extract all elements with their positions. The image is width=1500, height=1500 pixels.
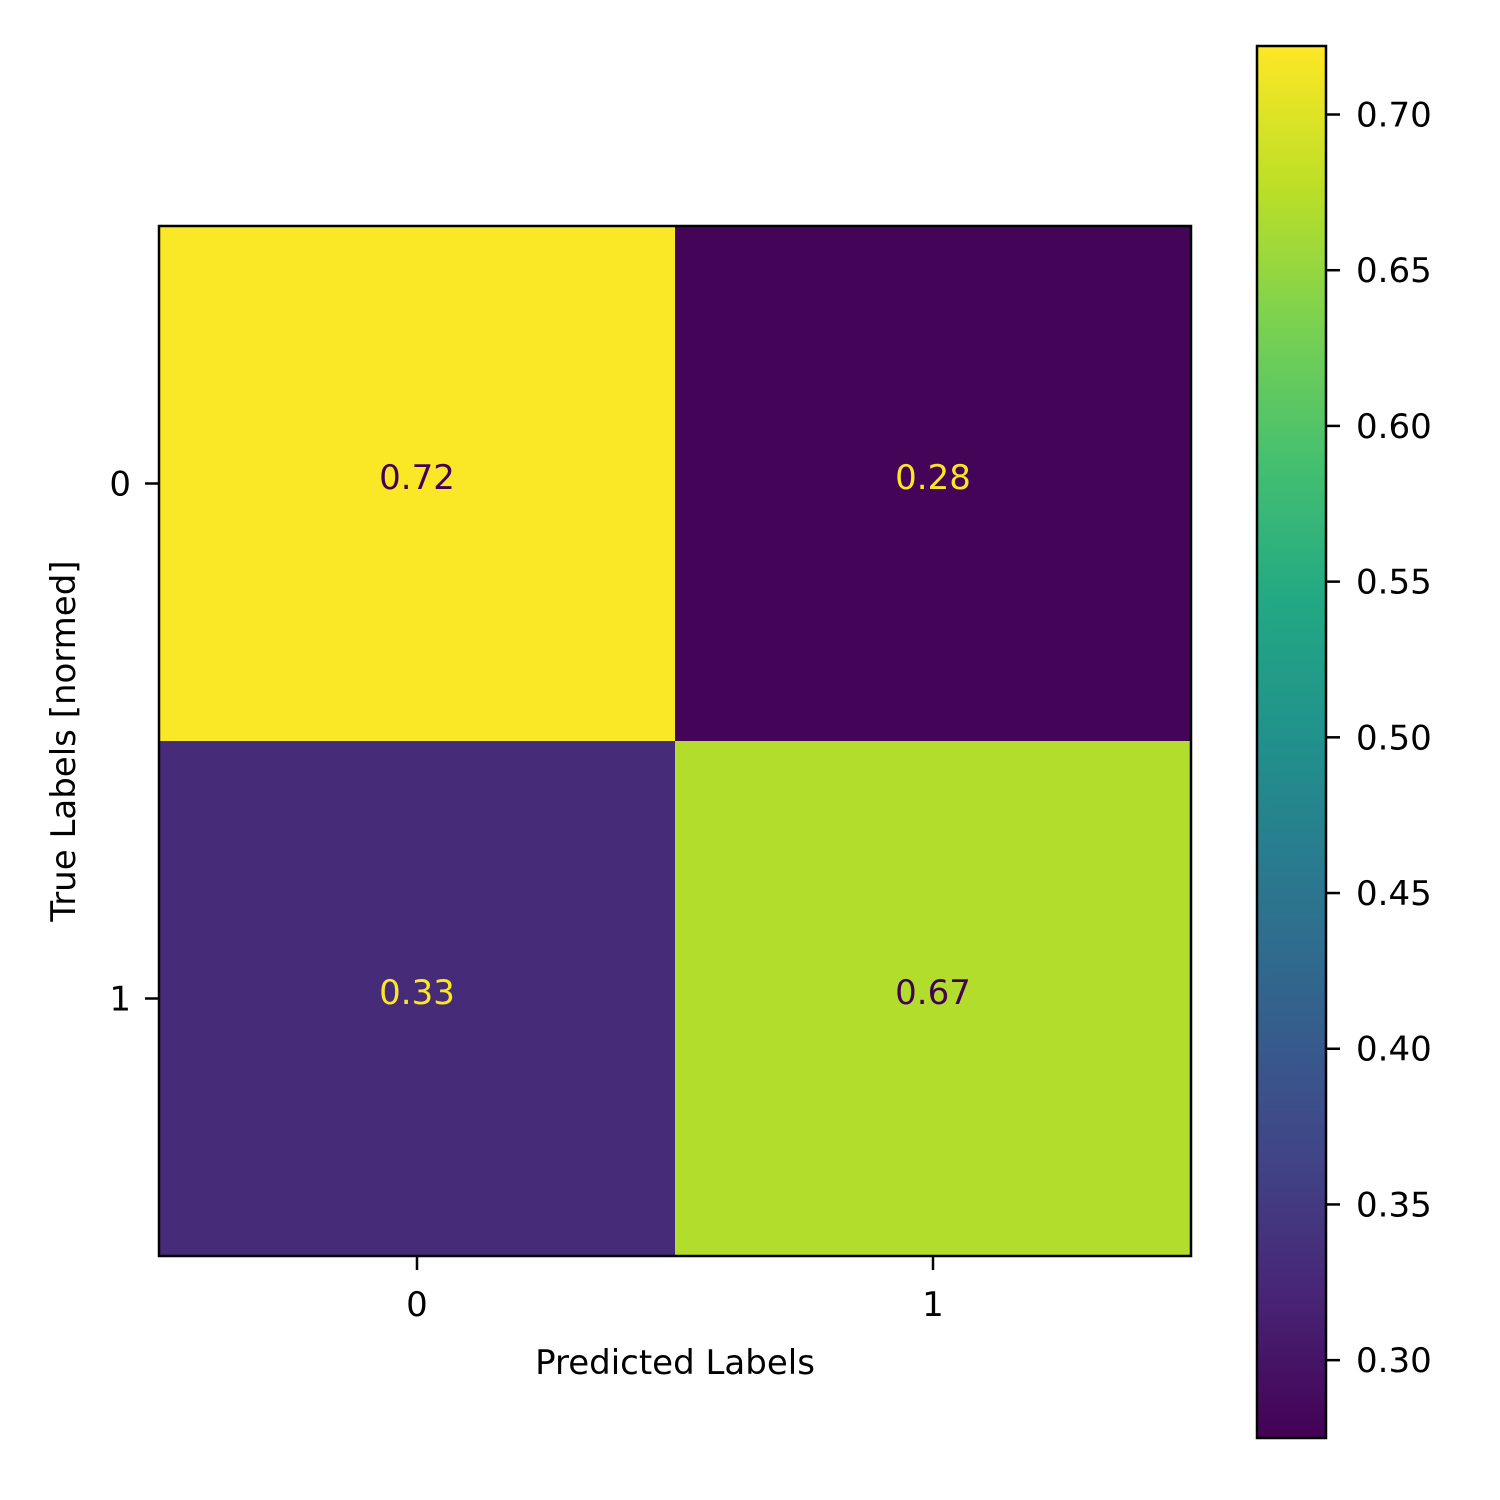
colorbar-ticks: 0.30 0.35 0.40 0.45 0.50 0.55 0.60 0.65 0.70 — [1326, 96, 1432, 1381]
colorbar-tick-label: 0.60 — [1356, 407, 1432, 447]
cell-value-label: 0.33 — [379, 973, 455, 1013]
colorbar-gradient — [1257, 46, 1326, 1438]
colorbar-tick-label: 0.70 — [1356, 96, 1432, 136]
colorbar-tick-label: 0.30 — [1356, 1341, 1432, 1381]
colorbar-tick-label: 0.40 — [1356, 1030, 1432, 1070]
colorbar: 0.30 0.35 0.40 0.45 0.50 0.55 0.60 0.65 0.70 — [1255, 44, 1432, 1440]
heatmap-cell-0-0 — [159, 226, 676, 742]
colorbar-tick-label: 0.45 — [1356, 874, 1432, 914]
y-tick-label: 0 — [109, 465, 131, 505]
colorbar-tick-label: 0.65 — [1356, 251, 1432, 291]
colorbar-tick-label: 0.50 — [1356, 718, 1432, 758]
plot-frame — [157, 224, 1193, 1258]
x-axis-title: Predicted Labels — [535, 1343, 815, 1383]
y-axis-title: True Labels [normed] — [44, 560, 84, 922]
cell-value-label: 0.28 — [895, 458, 971, 498]
x-tick-label: 0 — [406, 1285, 428, 1325]
colorbar-frame — [1255, 44, 1328, 1440]
heatmap-cell-1-1 — [675, 741, 1192, 1257]
colorbar-tick-label: 0.35 — [1356, 1185, 1432, 1225]
heatmap-cell-1-0 — [159, 741, 676, 1257]
cell-value-label: 0.72 — [379, 458, 455, 498]
cell-value-label: 0.67 — [895, 973, 971, 1013]
heatmap-cells: 0.72 0.28 0.33 0.67 — [159, 226, 1192, 1257]
heatmap-cell-0-1 — [675, 226, 1192, 742]
y-axis: 01 — [109, 465, 159, 1020]
colorbar-tick-label: 0.55 — [1356, 563, 1432, 603]
x-tick-label: 1 — [922, 1285, 944, 1325]
y-tick-label: 1 — [109, 980, 131, 1020]
